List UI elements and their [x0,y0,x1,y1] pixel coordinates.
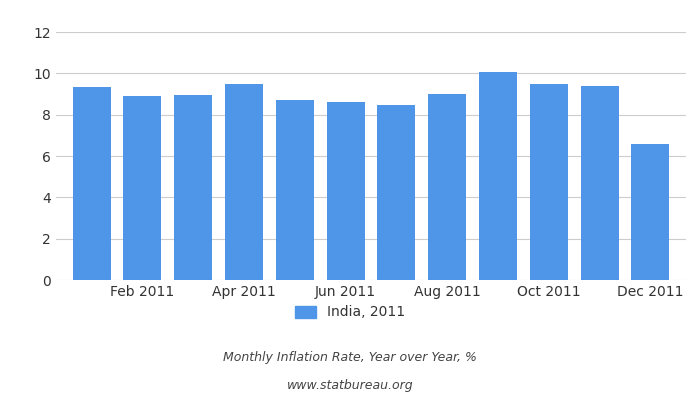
Bar [631,144,669,280]
Bar [580,86,619,280]
Bar [174,96,212,280]
Bar [276,100,314,280]
Bar [326,102,365,280]
Bar [428,94,466,280]
Bar [479,72,517,280]
Bar [225,84,263,280]
Bar [377,105,416,280]
Bar [123,96,162,280]
Bar [73,87,111,280]
Text: www.statbureau.org: www.statbureau.org [287,379,413,392]
Bar [530,84,568,280]
Legend: India, 2011: India, 2011 [289,300,411,325]
Text: Monthly Inflation Rate, Year over Year, %: Monthly Inflation Rate, Year over Year, … [223,351,477,364]
